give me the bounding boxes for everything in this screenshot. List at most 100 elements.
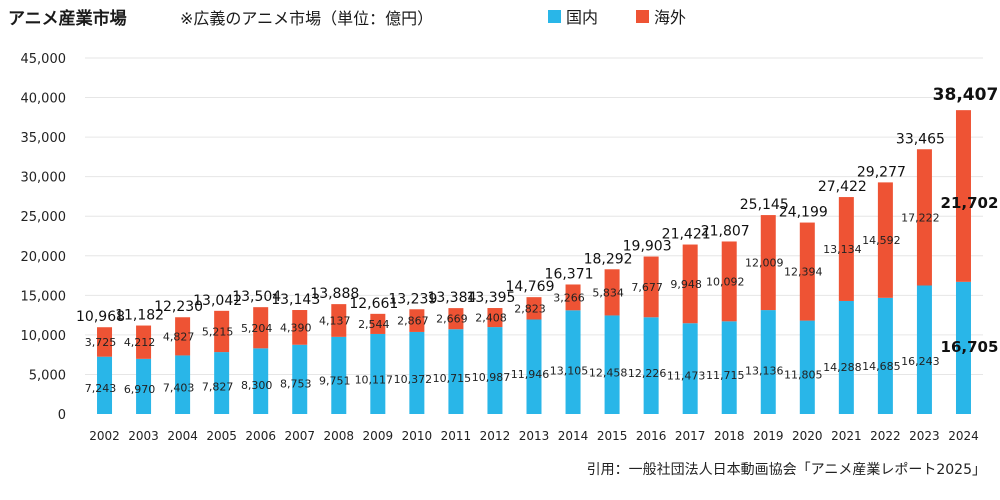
label-domestic-2015: 12,458 — [589, 367, 628, 380]
bar-domestic-2016 — [643, 317, 659, 414]
bar-overseas-2012 — [487, 308, 503, 328]
label-domestic-2018: 11,715 — [706, 369, 745, 382]
bar-domestic-2021 — [838, 300, 854, 414]
bar-overseas-2010 — [409, 309, 425, 332]
label-overseas-2017: 9,948 — [670, 278, 702, 291]
x-tick-label: 2011 — [441, 429, 472, 443]
x-tick-label: 2018 — [714, 429, 745, 443]
label-overseas-2014: 3,266 — [553, 291, 585, 304]
label-overseas-2011: 2,669 — [436, 313, 468, 326]
x-tick-label: 2016 — [636, 429, 667, 443]
label-domestic-2009: 10,117 — [355, 374, 394, 387]
bar-domestic-2011 — [448, 329, 464, 414]
label-domestic-2019: 13,136 — [745, 365, 784, 378]
legend: 国内 海外 — [548, 8, 686, 27]
label-domestic-2021: 14,288 — [823, 361, 862, 374]
x-tick-label: 2017 — [675, 429, 706, 443]
x-tick-label: 2010 — [402, 429, 433, 443]
label-overseas-2007: 4,390 — [280, 321, 312, 334]
label-overseas-2008: 4,137 — [319, 314, 351, 327]
bar-domestic-2002 — [97, 356, 113, 414]
legend-overseas-label: 海外 — [654, 8, 686, 27]
x-tick-label: 2024 — [948, 429, 979, 443]
legend-domestic-label: 国内 — [566, 8, 598, 27]
label-total-2013: 14,769 — [506, 279, 555, 295]
bar-domestic-2019 — [760, 310, 776, 414]
bar-overseas-2014 — [565, 284, 581, 311]
label-total-2002: 10,968 — [76, 309, 125, 325]
y-tick-label: 10,000 — [21, 329, 67, 344]
label-overseas-2021: 13,134 — [823, 243, 862, 256]
y-tick-label: 30,000 — [21, 171, 67, 186]
chart-title: アニメ産業市場 — [8, 8, 127, 29]
y-tick-label: 15,000 — [21, 289, 67, 304]
bar-overseas-2005 — [214, 310, 230, 353]
label-total-2024: 38,407 — [933, 85, 999, 105]
bar-domestic-2012 — [487, 327, 503, 414]
label-total-2005: 13,042 — [193, 293, 242, 309]
gridlines — [85, 57, 983, 375]
label-total-2019: 25,145 — [740, 197, 789, 213]
x-tick-label: 2019 — [753, 429, 784, 443]
label-domestic-2017: 11,473 — [667, 370, 706, 383]
label-domestic-2002: 7,243 — [85, 382, 117, 395]
y-tick-label: 35,000 — [21, 131, 67, 146]
bar-overseas-2003 — [136, 325, 152, 359]
label-total-2020: 24,199 — [779, 205, 828, 221]
bar-domestic-2017 — [682, 323, 698, 414]
label-overseas-2004: 4,827 — [163, 330, 195, 343]
bar-domestic-2018 — [721, 321, 737, 414]
y-tick-label: 40,000 — [21, 92, 67, 107]
label-total-2007: 13,143 — [271, 292, 320, 308]
y-tick-label: 25,000 — [21, 210, 67, 225]
bar-domestic-2024 — [955, 281, 971, 414]
label-domestic-2012: 10,987 — [472, 371, 511, 384]
label-overseas-2016: 7,677 — [631, 281, 663, 294]
bar-overseas-2019 — [760, 215, 776, 311]
label-overseas-2024: 21,702 — [941, 194, 999, 212]
label-overseas-2012: 2,408 — [475, 312, 507, 325]
label-total-2021: 27,422 — [818, 179, 867, 195]
bar-domestic-2020 — [799, 320, 815, 414]
label-domestic-2013: 11,946 — [511, 368, 550, 381]
source-note: 引用：一般社団法人日本動画協会「アニメ産業レポート2025」 — [587, 462, 986, 478]
label-overseas-2015: 5,834 — [592, 286, 624, 299]
label-domestic-2007: 8,753 — [280, 378, 312, 391]
label-overseas-2019: 12,009 — [745, 257, 784, 270]
bar-domestic-2004 — [175, 355, 191, 414]
label-total-2023: 33,465 — [896, 131, 945, 147]
bar-domestic-2014 — [565, 310, 581, 414]
y-axis: 0 5,000 10,000 15,000 20,000 25,000 30,000 35,0… — [21, 52, 67, 423]
bar-domestic-2015 — [604, 315, 620, 414]
x-tick-label: 2013 — [519, 429, 550, 443]
bar-overseas-2007 — [292, 310, 308, 345]
label-domestic-2020: 11,805 — [784, 369, 823, 382]
label-total-2011: 13,384 — [427, 290, 476, 306]
x-tick-label: 2021 — [831, 429, 862, 443]
label-total-2017: 21,421 — [662, 227, 711, 243]
bar-domestic-2003 — [136, 358, 152, 414]
label-total-2004: 12,230 — [154, 299, 203, 315]
x-tick-label: 2009 — [363, 429, 394, 443]
bar-overseas-2022 — [877, 182, 893, 298]
bars — [97, 110, 971, 414]
label-domestic-2010: 10,372 — [394, 373, 433, 386]
y-tick-label: 5,000 — [29, 368, 66, 383]
bar-overseas-2015 — [604, 269, 620, 316]
bar-domestic-2023 — [916, 285, 932, 414]
label-total-2008: 13,888 — [310, 286, 359, 302]
bar-overseas-2009 — [370, 313, 386, 334]
x-tick-label: 2020 — [792, 429, 823, 443]
x-tick-label: 2014 — [558, 429, 589, 443]
y-tick-label: 0 — [58, 408, 66, 423]
label-total-2010: 13,239 — [388, 291, 437, 307]
label-domestic-2008: 9,751 — [319, 375, 351, 388]
x-tick-label: 2015 — [597, 429, 628, 443]
bar-domestic-2010 — [409, 331, 425, 414]
bar-overseas-2024 — [955, 110, 971, 282]
label-overseas-2009: 2,544 — [358, 318, 390, 331]
label-overseas-2005: 5,215 — [202, 325, 234, 338]
label-overseas-2010: 2,867 — [397, 315, 429, 328]
data-labels: 10,968 3,725 7,243 11,182 4,212 6,970 12,230 4,… — [76, 85, 998, 396]
